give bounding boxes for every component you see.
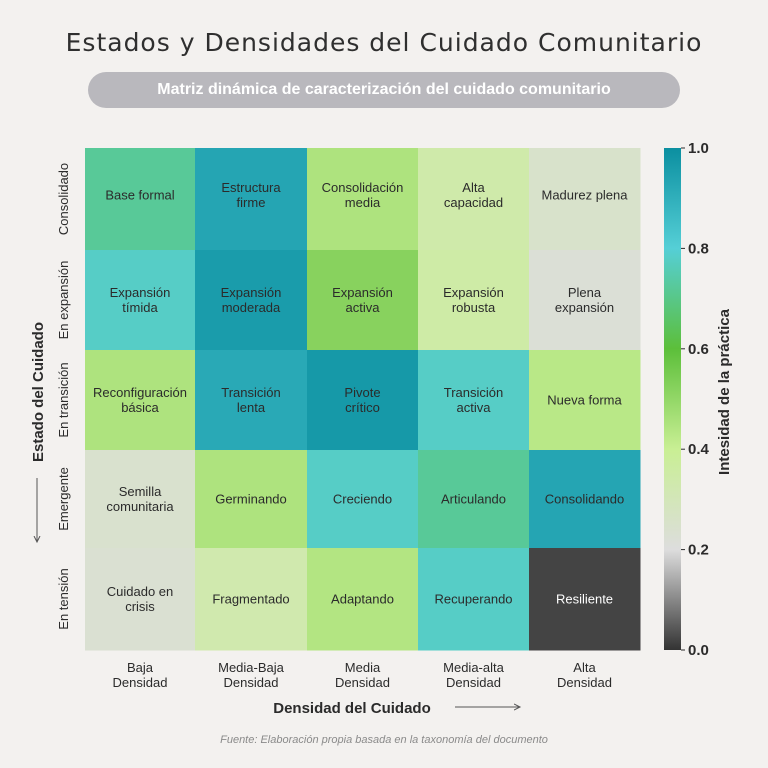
heatmap-cell-label: Germinando <box>215 492 287 507</box>
heatmap-cell-label: Articulando <box>441 492 506 507</box>
heatmap-cell <box>418 450 530 549</box>
heatmap-cell-label: Resiliente <box>556 592 613 607</box>
heatmap-cell-label: Transición activa <box>444 385 503 415</box>
heatmap-cell <box>85 350 196 451</box>
x-tick-label: Alta Densidad <box>557 660 612 690</box>
heatmap-cell-label: Nueva forma <box>547 393 622 408</box>
x-tick-label: Baja Densidad <box>113 660 168 690</box>
colorbar-label: Intesidad de la práctica <box>716 308 733 475</box>
heatmap-cell-label: Plena expansión <box>555 285 614 315</box>
heatmap-cell-label: Expansión robusta <box>443 285 504 315</box>
heatmap-cell-label: Pivote crítico <box>344 385 380 415</box>
x-axis-title: Densidad del Cuidado <box>273 700 431 717</box>
heatmap-cell <box>418 148 530 251</box>
heatmap-cell-label: Transición lenta <box>221 385 280 415</box>
y-tick-label: En transición <box>56 362 71 437</box>
y-tick-label: En expansión <box>56 261 71 340</box>
y-tick-label: En tensión <box>56 568 71 629</box>
x-tick-label: Media-alta Densidad <box>443 660 504 690</box>
heatmap-cell <box>195 450 308 549</box>
heatmap-cell <box>85 548 196 651</box>
heatmap-axes: Baja Densidad Media-Baja Densidad Media Densi… <box>30 163 612 717</box>
heatmap-cell-label: Recuperando <box>434 592 512 607</box>
heatmap-cell-label: Adaptando <box>331 592 394 607</box>
heatmap-cell-label: Estructura firme <box>221 180 281 210</box>
heatmap-cell <box>195 250 308 351</box>
heatmap-cell-label: Fragmentado <box>212 592 289 607</box>
heatmap-cell <box>85 250 196 351</box>
heatmap-cell <box>85 148 196 251</box>
colorbar-tick-label: 0.2 <box>688 542 709 559</box>
heatmap-cell <box>529 450 641 549</box>
heatmap-cell-labels: Base formal Estructura firme Consolidación m… <box>93 180 628 614</box>
heatmap-cell-label: Expansión moderada <box>221 285 282 315</box>
heatmap-cell <box>307 350 419 451</box>
heatmap-cell-label: Expansión activa <box>332 285 393 315</box>
colorbar-tick-label: 0.0 <box>688 642 709 659</box>
heatmap-cell <box>418 350 530 451</box>
heatmap-cell-label: Base formal <box>105 188 174 203</box>
heatmap-cell <box>529 548 641 651</box>
heatmap-cell <box>307 250 419 351</box>
heatmap-cell-label: Consolidación media <box>322 180 404 210</box>
heatmap-cell-label: Expansión tímida <box>110 285 171 315</box>
heatmap-cell <box>195 548 308 651</box>
heatmap-cell-label: Madurez plena <box>542 188 629 203</box>
heatmap-cell <box>195 148 308 251</box>
heatmap-cell <box>85 450 196 549</box>
heatmap-cell-label: Alta capacidad <box>444 180 503 210</box>
source-note: Fuente: Elaboración propia basada en la … <box>220 734 548 746</box>
heatmap-cell-label: Semilla comunitaria <box>106 484 174 514</box>
heatmap-cell <box>307 548 419 651</box>
chart-title: Estados y Densidades del Cuidado Comunit… <box>65 28 703 57</box>
heatmap-cell <box>529 350 641 451</box>
colorbar-tick-label: 0.4 <box>688 441 710 458</box>
heatmap-cell <box>307 450 419 549</box>
heatmap-cells <box>85 148 641 651</box>
heatmap-cell <box>529 250 641 351</box>
colorbar-tick-label: 1.0 <box>688 140 709 157</box>
colorbar: 0.0 0.2 0.4 0.6 0.8 1.0 Intesidad de la prácti… <box>664 140 733 659</box>
y-tick-label: Emergente <box>56 467 71 531</box>
heatmap-cell <box>195 350 308 451</box>
y-axis-title: Estado del Cuidado <box>30 322 47 462</box>
colorbar-tick-label: 0.8 <box>688 240 709 257</box>
x-tick-label: Media Densidad <box>335 660 390 690</box>
chart-subtitle-text: Matriz dinámica de caracterización del c… <box>157 81 611 98</box>
x-tick-label: Media-Baja Densidad <box>218 660 285 690</box>
heatmap-cell-label: Consolidando <box>545 492 625 507</box>
heatmap-cell <box>418 250 530 351</box>
colorbar-gradient <box>664 148 681 650</box>
colorbar-tick-label: 0.6 <box>688 341 709 358</box>
heatmap-cell-label: Creciendo <box>333 492 392 507</box>
heatmap-cell-label: Reconfiguración básica <box>93 385 187 415</box>
heatmap-cell <box>418 548 530 651</box>
chart-subtitle: Matriz dinámica de caracterización del c… <box>88 72 680 108</box>
heatmap-cell <box>529 148 641 251</box>
heatmap-cell-label: Cuidado en crisis <box>107 584 174 614</box>
heatmap-cell <box>307 148 419 251</box>
y-tick-label: Consolidado <box>56 163 71 235</box>
